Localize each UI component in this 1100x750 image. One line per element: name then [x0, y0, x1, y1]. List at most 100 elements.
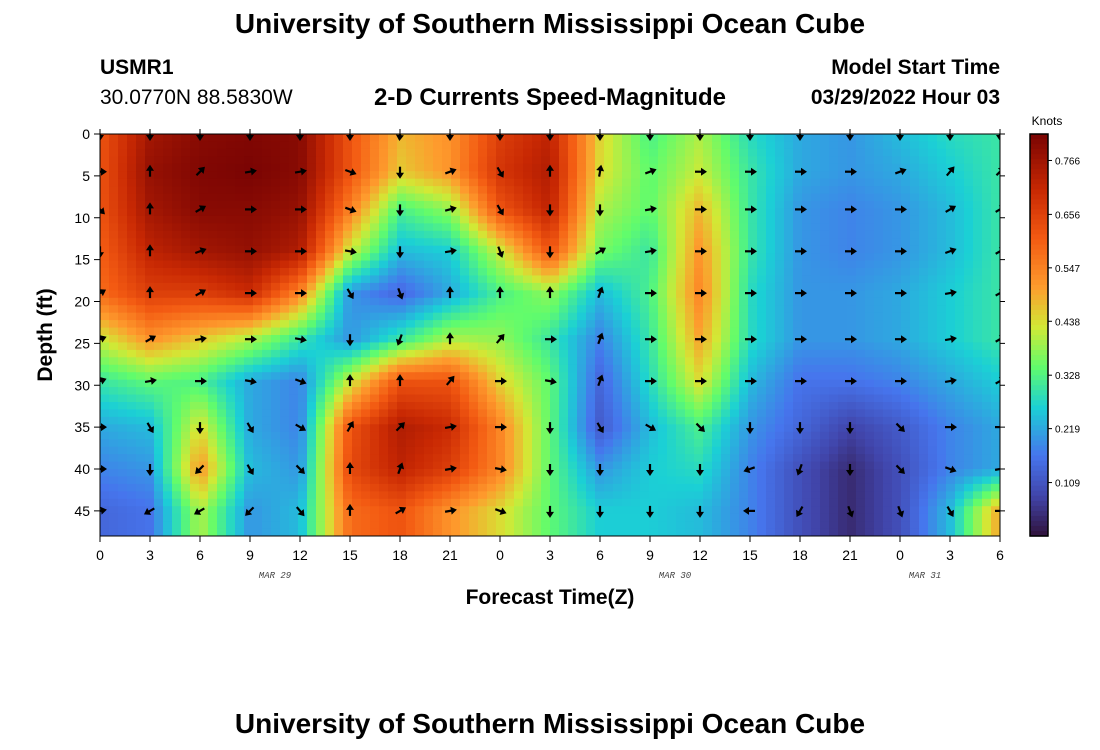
heatmap-cell	[775, 230, 785, 239]
heatmap-cell	[316, 379, 326, 388]
heatmap-cell	[442, 223, 452, 232]
heatmap-cell	[685, 528, 695, 536]
heatmap-cell	[190, 409, 200, 418]
heatmap-cell	[901, 171, 911, 180]
heatmap-cell	[271, 193, 281, 202]
heatmap-cell	[487, 491, 497, 500]
heatmap-cell	[379, 223, 389, 232]
heatmap-cell	[451, 163, 461, 172]
heatmap-cell	[406, 208, 416, 217]
heatmap-cell	[442, 491, 452, 500]
heatmap-cell	[406, 260, 416, 269]
heatmap-cell	[892, 528, 902, 536]
heatmap-cell	[784, 134, 794, 143]
heatmap-cell	[514, 186, 524, 195]
heatmap-cell	[541, 268, 551, 277]
heatmap-cell	[361, 275, 371, 284]
heatmap-cell	[478, 506, 488, 515]
heatmap-cell	[622, 483, 632, 492]
heatmap-cell	[127, 409, 137, 418]
heatmap-cell	[271, 372, 281, 381]
heatmap-cell	[316, 521, 326, 530]
heatmap-cell	[847, 193, 857, 202]
heatmap-cell	[874, 387, 884, 396]
heatmap-cell	[316, 469, 326, 478]
heatmap-cell	[478, 268, 488, 277]
heatmap-cell	[415, 506, 425, 515]
heatmap-cell	[271, 446, 281, 455]
heatmap-cell	[154, 148, 164, 157]
heatmap-cell	[118, 320, 128, 329]
heatmap-cell	[874, 282, 884, 291]
heatmap-cell	[505, 141, 515, 150]
heatmap-cell	[694, 506, 704, 515]
heatmap-cell	[523, 178, 533, 187]
heatmap-cell	[298, 208, 308, 217]
heatmap-cell	[730, 268, 740, 277]
heatmap-cell	[865, 290, 875, 299]
heatmap-cell	[388, 357, 398, 366]
heatmap-cell	[640, 260, 650, 269]
heatmap-cell	[136, 364, 146, 373]
heatmap-cell	[298, 364, 308, 373]
heatmap-cell	[514, 357, 524, 366]
heatmap-cell	[595, 372, 605, 381]
heatmap-cell	[631, 312, 641, 321]
heatmap-cell	[343, 431, 353, 440]
heatmap-cell	[460, 290, 470, 299]
heatmap-cell	[622, 268, 632, 277]
heatmap-cell	[757, 416, 767, 425]
heatmap-cell	[271, 506, 281, 515]
heatmap-cell	[649, 260, 659, 269]
heatmap-cell	[118, 454, 128, 463]
heatmap-cell	[847, 327, 857, 336]
heatmap-cell	[442, 245, 452, 254]
heatmap-cell	[217, 141, 227, 150]
heatmap-cell	[172, 424, 182, 433]
heatmap-cell	[325, 178, 335, 187]
heatmap-cell	[604, 461, 614, 470]
heatmap-cell	[901, 394, 911, 403]
heatmap-cell	[541, 141, 551, 150]
heatmap-cell	[586, 454, 596, 463]
heatmap-cell	[253, 230, 263, 239]
heatmap-cell	[739, 491, 749, 500]
heatmap-cell	[127, 163, 137, 172]
heatmap-cell	[622, 186, 632, 195]
heatmap-cell	[415, 528, 425, 536]
heatmap-cell	[856, 483, 866, 492]
heatmap-cell	[658, 364, 668, 373]
heatmap-cell	[433, 282, 443, 291]
heatmap-cell	[451, 290, 461, 299]
heatmap-cell	[478, 521, 488, 530]
heatmap-cell	[523, 387, 533, 396]
heatmap-cell	[316, 268, 326, 277]
heatmap-cell	[865, 186, 875, 195]
heatmap-cell	[181, 193, 191, 202]
heatmap-cell	[163, 379, 173, 388]
heatmap-cell	[739, 163, 749, 172]
heatmap-cell	[586, 431, 596, 440]
heatmap-cell	[523, 282, 533, 291]
heatmap-cell	[631, 186, 641, 195]
heatmap-cell	[181, 208, 191, 217]
heatmap-cell	[343, 342, 353, 351]
heatmap-cell	[415, 498, 425, 507]
heatmap-cell	[208, 238, 218, 247]
heatmap-cell	[325, 357, 335, 366]
heatmap-cell	[370, 193, 380, 202]
heatmap-cell	[496, 148, 506, 157]
heatmap-cell	[343, 148, 353, 157]
heatmap-cell	[865, 282, 875, 291]
heatmap-cell	[604, 208, 614, 217]
heatmap-cell	[415, 208, 425, 217]
heatmap-cell	[478, 424, 488, 433]
heatmap-cell	[883, 208, 893, 217]
heatmap-cell	[730, 416, 740, 425]
heatmap-cell	[271, 134, 281, 143]
heatmap-cell	[658, 335, 668, 344]
heatmap-cell	[289, 483, 299, 492]
heatmap-cell	[253, 238, 263, 247]
heatmap-cell	[415, 305, 425, 314]
heatmap-cell	[136, 521, 146, 530]
